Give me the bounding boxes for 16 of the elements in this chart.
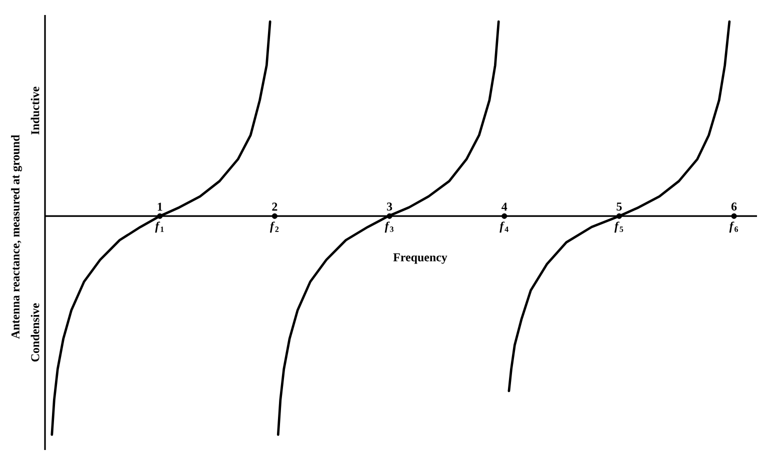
x-tick-label: f$_{4}$ — [500, 222, 508, 233]
x-tick-label: f$_{2}$ — [270, 222, 279, 233]
annotation: 6 — [731, 202, 737, 211]
x-tick-label: f$_{1}$ — [155, 222, 164, 233]
x-tick-label: f$_{5}$ — [614, 222, 624, 233]
y-axis-title: Antenna reactance, measured at ground — [11, 134, 22, 339]
annotation: 2 — [272, 202, 278, 211]
text: Condensive — [30, 303, 40, 362]
annotation: 5 — [616, 202, 622, 211]
annotation: 3 — [386, 202, 392, 211]
x-axis-title: Frequency — [393, 253, 448, 264]
annotation: 4 — [502, 202, 508, 211]
text: Inductive — [30, 86, 40, 135]
x-tick-label: f$_{3}$ — [384, 222, 394, 233]
x-tick-label: f$_{6}$ — [729, 222, 738, 233]
annotation: 1 — [158, 202, 162, 211]
